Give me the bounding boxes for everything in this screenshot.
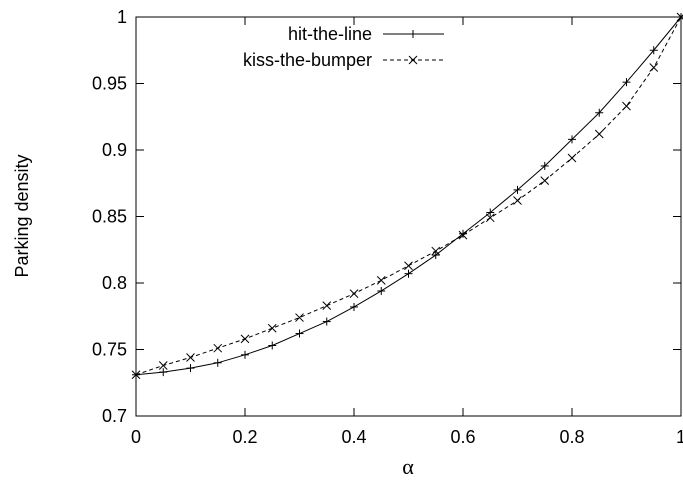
data-point-kiss-the-bumper: [376, 275, 386, 285]
y-tick-label: 0.95: [92, 74, 127, 94]
data-point-hit-the-line: [431, 251, 440, 260]
legend-label-hit-the-line: hit-the-line: [288, 24, 372, 44]
data-point-kiss-the-bumper: [131, 370, 141, 380]
x-tick-label: 0: [131, 427, 141, 447]
x-tick-label: 0.2: [232, 427, 257, 447]
plot-area-frame: [135, 16, 682, 417]
data-point-hit-the-line: [404, 269, 413, 278]
data-point-hit-the-line: [186, 364, 195, 373]
data-point-hit-the-line: [213, 358, 222, 367]
data-point-kiss-the-bumper: [349, 289, 359, 298]
x-tick-label: 1: [676, 427, 683, 447]
data-point-kiss-the-bumper: [213, 343, 223, 353]
data-point-kiss-the-bumper: [594, 129, 604, 139]
data-point-hit-the-line: [595, 108, 604, 117]
y-tick-label: 0.9: [102, 140, 127, 160]
data-point-kiss-the-bumper: [295, 313, 304, 322]
data-point-hit-the-line: [268, 341, 277, 350]
data-point-hit-the-line: [350, 302, 358, 311]
legend-label-kiss-the-bumper: kiss-the-bumper: [243, 50, 372, 70]
data-point-hit-the-line: [540, 161, 549, 170]
series-layer: [131, 12, 683, 380]
data-point-kiss-the-bumper: [240, 334, 250, 344]
data-point-hit-the-line: [241, 350, 249, 359]
data-point-kiss-the-bumper: [485, 213, 495, 223]
x-tick-label: 0.8: [559, 427, 584, 447]
series-line-kiss-the-bumper: [135, 16, 682, 376]
data-point-hit-the-line: [322, 317, 331, 326]
data-point-hit-the-line: [377, 286, 386, 295]
data-point-hit-the-line: [295, 329, 304, 338]
x-axis-ticks: 0 0.2 0.4 0.6 0.8 1: [131, 17, 683, 447]
y-tick-label: 0.85: [92, 207, 127, 227]
x-axis-title: α: [402, 454, 414, 479]
data-point-hit-the-line: [568, 135, 576, 144]
data-point-kiss-the-bumper: [649, 63, 659, 72]
data-point-hit-the-line: [486, 208, 495, 217]
data-point-kiss-the-bumper: [404, 261, 413, 271]
data-point-kiss-the-bumper: [567, 153, 577, 163]
data-point-kiss-the-bumper: [158, 361, 168, 370]
data-point-hit-the-line: [513, 185, 522, 194]
y-axis-title: Parking density: [12, 154, 32, 277]
data-point-kiss-the-bumper: [540, 176, 550, 185]
x-tick-label: 0.4: [341, 427, 366, 447]
data-point-kiss-the-bumper: [186, 353, 195, 362]
legend-marker-hit-the-line: [409, 30, 417, 38]
series-line-hit-the-line: [135, 16, 682, 376]
data-point-hit-the-line: [159, 368, 168, 377]
data-point-hit-the-line: [622, 78, 631, 87]
data-point-kiss-the-bumper: [513, 196, 522, 205]
data-point-kiss-the-bumper: [267, 323, 277, 333]
data-point-kiss-the-bumper: [622, 101, 631, 111]
y-tick-label: 0.75: [92, 340, 127, 360]
data-point-hit-the-line: [649, 46, 658, 55]
data-point-kiss-the-bumper: [322, 301, 332, 310]
legend-marker-kiss-the-bumper: [408, 55, 418, 65]
y-tick-label: 0.7: [102, 406, 127, 426]
legend: hit-the-line kiss-the-bumper: [243, 24, 444, 70]
data-point-kiss-the-bumper: [431, 246, 441, 256]
data-point-kiss-the-bumper: [458, 230, 468, 240]
x-tick-label: 0.6: [450, 427, 475, 447]
y-tick-label: 0.8: [102, 273, 127, 293]
y-tick-label: 1: [117, 7, 127, 27]
data-point-kiss-the-bumper: [676, 12, 683, 22]
y-axis-ticks: 0.7 0.75 0.8 0.85 0.9 0.95 1: [92, 7, 681, 426]
